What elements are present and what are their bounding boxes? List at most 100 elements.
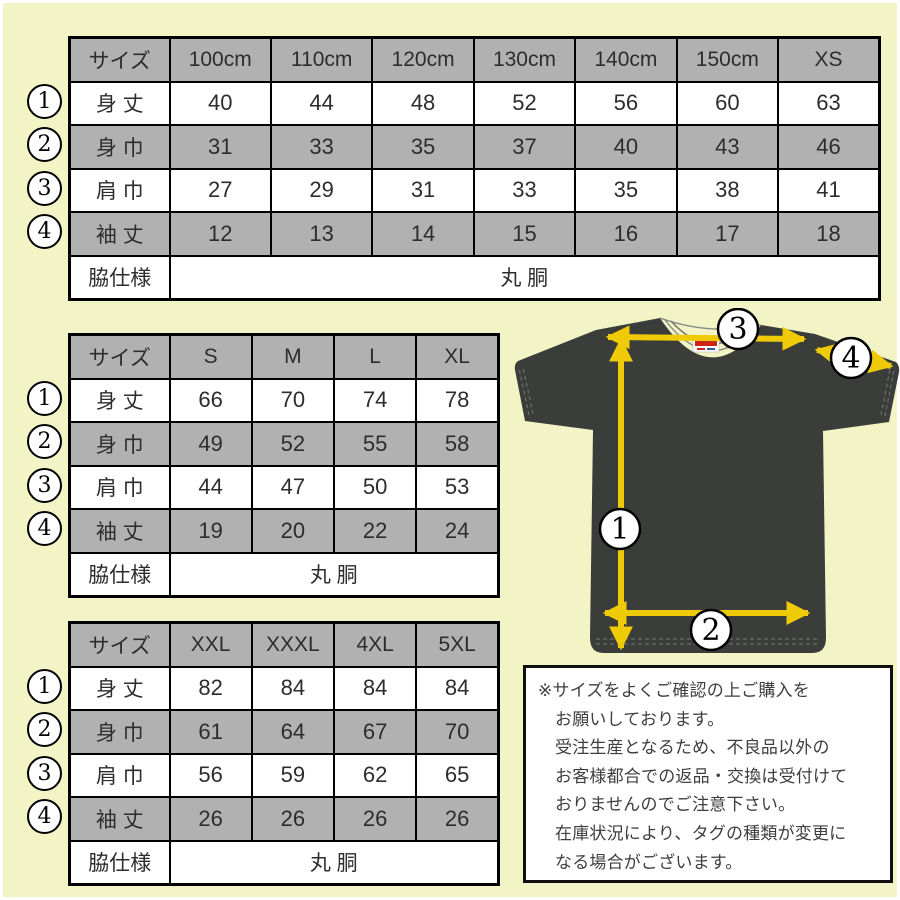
value-cell: 46 xyxy=(777,124,881,170)
value-cell: 31 xyxy=(371,167,475,213)
measure-marker-2 xyxy=(689,608,733,652)
column-header-cell: XXXL xyxy=(250,621,336,668)
size-table: サイズ S M L XL 身 丈 66 70 74 78 身 巾 49 52 55 58 肩 巾 44 47 50 5… xyxy=(68,333,500,598)
column-header-cell: XXL xyxy=(168,621,253,668)
row-label: 肩 巾 xyxy=(68,752,171,798)
value-cell: 56 xyxy=(574,80,678,126)
row-marker-1: 1 xyxy=(27,669,62,704)
row-marker-digit: 1 xyxy=(37,88,52,114)
value-cell: 44 xyxy=(269,80,374,126)
value-cell: 48 xyxy=(371,80,475,126)
value-cell: 40 xyxy=(168,80,272,126)
value-cell: 26 xyxy=(168,796,253,842)
row-marker-4: 4 xyxy=(27,799,62,834)
value-cell: 74 xyxy=(332,377,418,423)
column-header-cell: S xyxy=(168,333,253,380)
arrow-shoulder-width xyxy=(605,325,807,351)
value-cell: 52 xyxy=(472,80,577,126)
row-label: 身 丈 xyxy=(68,80,171,126)
footer-label: 脇仕様 xyxy=(68,839,171,885)
row-label: 身 巾 xyxy=(68,709,171,755)
value-cell: 78 xyxy=(415,377,500,423)
value-cell: 47 xyxy=(250,464,336,510)
value-cell: 33 xyxy=(269,124,374,170)
column-header-cell: 4XL xyxy=(332,621,418,668)
value-cell: 35 xyxy=(574,167,678,213)
value-cell: 22 xyxy=(332,508,418,554)
value-cell: 13 xyxy=(269,211,374,257)
column-header-cell: 130cm xyxy=(472,36,577,83)
value-cell: 40 xyxy=(574,124,678,170)
value-cell: 53 xyxy=(415,464,500,510)
value-cell: 65 xyxy=(415,752,500,798)
row-marker-digit: 4 xyxy=(37,515,52,541)
measure-marker-4 xyxy=(829,336,873,380)
note-line: 在庫状況により、タグの種類が変更に xyxy=(555,823,847,843)
footer-label: 脇仕様 xyxy=(68,551,171,597)
row-marker-2: 2 xyxy=(27,127,62,162)
row-marker-digit: 2 xyxy=(37,131,52,157)
row-label: 身 巾 xyxy=(68,421,171,467)
value-cell: 37 xyxy=(472,124,577,170)
value-cell: 12 xyxy=(168,211,272,257)
value-cell: 19 xyxy=(168,508,253,554)
value-cell: 20 xyxy=(250,508,336,554)
note-line: お客様都合での返品・交換は受付けて xyxy=(555,766,848,786)
row-marker-digit: 4 xyxy=(37,218,52,244)
value-cell: 50 xyxy=(332,464,418,510)
row-marker-digit: 4 xyxy=(37,803,52,829)
measure-marker-2-label: 2 xyxy=(701,613,720,648)
value-cell: 44 xyxy=(168,464,253,510)
column-header-cell: L xyxy=(332,333,418,380)
value-cell: 63 xyxy=(777,80,881,126)
size-table: サイズ XXL XXXL 4XL 5XL 身 丈 82 84 84 84 身 巾 61 64 67 70 肩 … xyxy=(68,621,500,886)
value-cell: 26 xyxy=(332,796,418,842)
value-cell: 35 xyxy=(371,124,475,170)
row-label: 袖 丈 xyxy=(68,796,171,842)
size-header-cell: サイズ xyxy=(68,333,171,380)
value-cell: 49 xyxy=(168,421,253,467)
row-label: 肩 巾 xyxy=(68,167,171,213)
measure-marker-3 xyxy=(716,308,760,351)
note-line: おりませんのでご注意下さい。 xyxy=(555,795,796,815)
row-label: 袖 丈 xyxy=(68,508,171,554)
value-cell: 62 xyxy=(332,752,418,798)
size-table-adult: サイズ S M L XL 身 丈 66 70 74 78 身 巾 49 52 55 58 肩 巾 44 47 50 5… xyxy=(68,333,500,598)
value-cell: 67 xyxy=(332,709,418,755)
column-header-cell: XS xyxy=(777,36,881,83)
value-cell: 58 xyxy=(415,421,500,467)
column-header-cell: XL xyxy=(415,333,500,380)
value-cell: 31 xyxy=(168,124,272,170)
value-cell: 59 xyxy=(250,752,336,798)
value-cell: 41 xyxy=(777,167,881,213)
note-line: お願いしております。 xyxy=(555,709,725,729)
value-cell: 38 xyxy=(675,167,780,213)
note-line: ※サイズをよくご確認の上ご購入を xyxy=(538,681,810,700)
footer-value: 丸 胴 xyxy=(168,551,500,597)
measure-marker-1-label: 1 xyxy=(610,512,629,547)
size-table-kids: サイズ 100cm 110cm 120cm 130cm 140cm 150cm XS 身 丈 40… xyxy=(68,36,881,301)
value-cell: 26 xyxy=(250,796,336,842)
value-cell: 24 xyxy=(415,508,500,554)
value-cell: 84 xyxy=(332,665,418,711)
footer-label: 脇仕様 xyxy=(68,254,171,300)
value-cell: 55 xyxy=(332,421,418,467)
value-cell: 43 xyxy=(675,124,780,170)
value-cell: 70 xyxy=(415,709,500,755)
row-marker-3: 3 xyxy=(27,756,62,791)
column-header-cell: M xyxy=(250,333,336,380)
value-cell: 33 xyxy=(472,167,577,213)
value-cell: 84 xyxy=(415,665,500,711)
row-marker-4: 4 xyxy=(27,511,62,546)
value-cell: 84 xyxy=(250,665,336,711)
value-cell: 60 xyxy=(675,80,780,126)
purchase-note: ※サイズをよくご確認の上ご購入を お願いしております。 受注生産となるため、不良… xyxy=(523,665,893,883)
footer-value: 丸 胴 xyxy=(168,254,881,300)
note-line: 受注生産となるため、不良品以外の xyxy=(555,738,830,758)
row-marker-1: 1 xyxy=(27,381,62,416)
row-marker-1: 1 xyxy=(27,84,62,119)
row-marker-2: 2 xyxy=(27,712,62,747)
value-cell: 16 xyxy=(574,211,678,257)
value-cell: 56 xyxy=(168,752,253,798)
